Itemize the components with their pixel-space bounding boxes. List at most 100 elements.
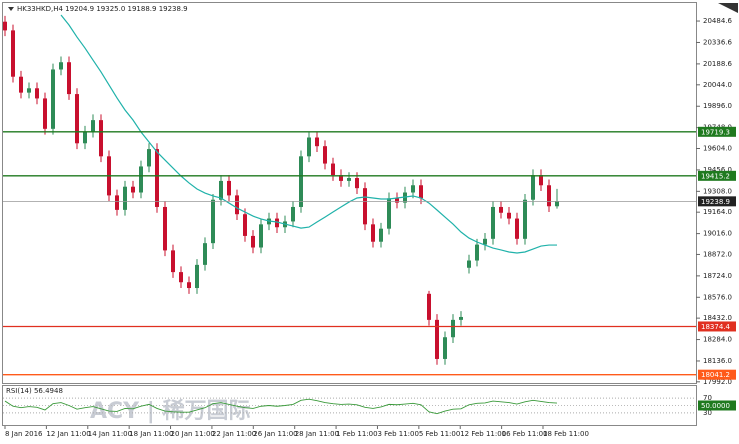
- level-label: 18374.4: [701, 323, 730, 331]
- y-tick-label: 20484.6: [703, 17, 732, 25]
- candle-body: [347, 178, 351, 181]
- y-tick-label: 19016.0: [703, 230, 732, 238]
- candle-body: [547, 185, 551, 207]
- rsi-panel: [2, 385, 697, 426]
- candle-body: [443, 337, 447, 359]
- y-tick-label: 18284.0: [703, 336, 732, 344]
- candle-body: [411, 185, 415, 193]
- candle-body: [339, 175, 343, 181]
- candle-body: [315, 137, 319, 147]
- candle-body: [307, 137, 311, 157]
- candle-body: [387, 198, 391, 229]
- candle-body: [11, 30, 15, 77]
- rsi-title: RSI(14) 56.4948: [6, 387, 63, 395]
- candle-body: [75, 94, 79, 144]
- y-tick-label: 20336.6: [703, 38, 732, 46]
- x-tick-label: 18 Jan 11:00: [129, 430, 173, 438]
- x-tick-label: 8 Jan 2016: [5, 430, 43, 438]
- level-box: [698, 196, 736, 207]
- candle-body: [3, 21, 7, 31]
- corner-icon[interactable]: [718, 3, 738, 13]
- candle-body: [59, 62, 63, 70]
- x-tick-label: 12 Jan 11:00: [46, 430, 90, 438]
- level-label: 19415.2: [701, 172, 730, 180]
- level-label: 19238.9: [701, 198, 730, 206]
- y-tick-label: 18432.0: [703, 314, 732, 322]
- candle-body: [507, 212, 511, 219]
- y-tick-label: 19896.0: [703, 102, 732, 110]
- candle-body: [539, 175, 543, 186]
- y-tick-label: 19164.0: [703, 208, 732, 216]
- candle-body: [395, 198, 399, 203]
- candle-body: [459, 316, 463, 320]
- x-tick-label: 26 Jan 11:00: [253, 430, 297, 438]
- candle-body: [355, 178, 359, 189]
- y-tick-label: 18136.0: [703, 357, 732, 365]
- candle-body: [211, 199, 215, 244]
- x-tick-label: 28 Jan 11:00: [295, 430, 339, 438]
- candle-body: [123, 186, 127, 210]
- rsi-tick-label: 70: [703, 394, 712, 402]
- candle-body: [163, 206, 167, 251]
- candle-body: [139, 166, 143, 193]
- level-box: [698, 369, 736, 380]
- candle-body: [467, 260, 471, 268]
- y-tick-label: 18872.0: [703, 250, 732, 258]
- candle-body: [195, 264, 199, 289]
- candle-body: [27, 88, 31, 93]
- candle-body: [251, 235, 255, 248]
- candle-body: [99, 120, 103, 157]
- candle-body: [91, 120, 95, 132]
- candle-body: [115, 195, 119, 210]
- candle-body: [483, 238, 487, 245]
- candle-body: [19, 76, 23, 93]
- candle-body: [187, 282, 191, 289]
- candle-body: [435, 319, 439, 359]
- candle-body: [331, 163, 335, 176]
- y-tick-label: 18724.0: [703, 272, 732, 280]
- candle-body: [451, 319, 455, 338]
- y-tick-label: 17992.0: [703, 378, 732, 386]
- level-box: [698, 126, 736, 137]
- candle-body: [515, 218, 519, 239]
- x-tick-label: 3 Feb 11:00: [377, 430, 418, 438]
- y-tick-label: 20044.0: [703, 81, 732, 89]
- candle-body: [235, 195, 239, 215]
- y-tick-label: 20188.6: [703, 60, 732, 68]
- candle-body: [219, 180, 223, 200]
- level-label: 19719.3: [701, 128, 730, 136]
- candle-body: [227, 180, 231, 196]
- x-tick-label: 5 Feb 11:00: [419, 430, 460, 438]
- candle-body: [419, 185, 423, 199]
- menu-icon[interactable]: [8, 7, 14, 11]
- candle-body: [35, 88, 39, 99]
- candle-body: [363, 188, 367, 225]
- level-label: 18041.2: [701, 371, 730, 379]
- x-tick-label: 20 Jan 11:00: [171, 430, 215, 438]
- candle-body: [475, 244, 479, 261]
- candle-body: [523, 199, 527, 239]
- candle-body: [131, 186, 135, 193]
- y-tick-label: 19604.0: [703, 145, 732, 153]
- rsi-level-label: 50.0000: [701, 402, 730, 410]
- level-box: [698, 170, 736, 181]
- x-tick-label: 1 Feb 11:00: [336, 430, 377, 438]
- x-tick-label: 14 Jan 11:00: [88, 430, 132, 438]
- candle-body: [171, 250, 175, 273]
- candle-body: [491, 206, 495, 239]
- candle-body: [259, 224, 263, 248]
- candle-body: [323, 146, 327, 164]
- rsi-level-box: [698, 400, 736, 411]
- candle-body: [531, 175, 535, 200]
- candle-body: [555, 201, 559, 207]
- candle-body: [243, 214, 247, 236]
- x-tick-label: 22 Jan 11:00: [212, 430, 256, 438]
- rsi-tick-label: 30: [703, 409, 712, 417]
- y-tick-label: 19308.0: [703, 187, 732, 195]
- moving-average: [60, 14, 557, 254]
- candle-body: [371, 224, 375, 242]
- candle-body: [379, 228, 383, 242]
- candle-body: [203, 243, 207, 265]
- main-panel: [2, 2, 697, 384]
